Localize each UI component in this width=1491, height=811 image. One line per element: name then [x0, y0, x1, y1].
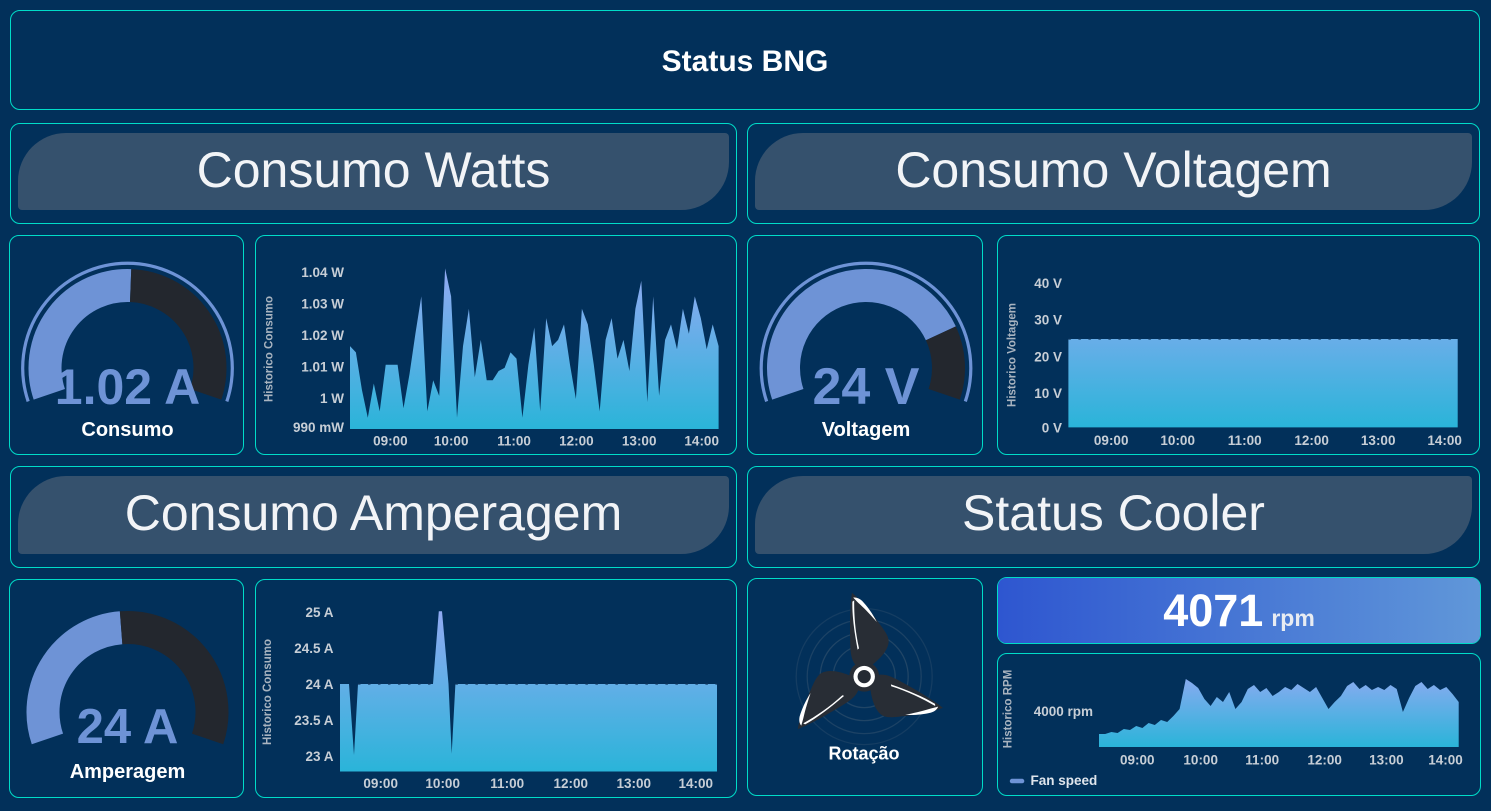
svg-text:12:00: 12:00	[1307, 752, 1342, 767]
svg-text:Consumo: Consumo	[81, 419, 173, 441]
svg-text:10 V: 10 V	[1034, 386, 1062, 401]
svg-text:20 V: 20 V	[1034, 349, 1062, 364]
svg-text:Amperagem: Amperagem	[70, 761, 186, 783]
svg-text:25 A: 25 A	[305, 605, 333, 620]
svg-text:40 V: 40 V	[1034, 276, 1062, 291]
svg-text:10:00: 10:00	[434, 434, 469, 449]
svg-text:Fan speed: Fan speed	[1031, 773, 1098, 788]
svg-text:09:00: 09:00	[363, 776, 398, 791]
svg-text:1.03 W: 1.03 W	[301, 297, 344, 312]
svg-text:12:00: 12:00	[1294, 433, 1329, 448]
svg-text:1.02 A: 1.02 A	[55, 359, 200, 415]
svg-text:09:00: 09:00	[1094, 433, 1129, 448]
svg-text:24.5 A: 24.5 A	[294, 641, 334, 656]
svg-text:13:00: 13:00	[622, 434, 657, 449]
svg-text:Historico Voltagem: Historico Voltagem	[1007, 303, 1019, 407]
svg-text:09:00: 09:00	[373, 434, 408, 449]
svg-text:1.01 W: 1.01 W	[301, 360, 344, 375]
svg-text:11:00: 11:00	[1228, 433, 1262, 448]
svg-text:Historico RPM: Historico RPM	[1003, 670, 1015, 749]
svg-text:30 V: 30 V	[1034, 313, 1062, 328]
svg-text:12:00: 12:00	[554, 776, 589, 791]
svg-text:11:00: 11:00	[490, 776, 524, 791]
svg-text:12:00: 12:00	[559, 434, 594, 449]
svg-text:11:00: 11:00	[497, 434, 531, 449]
svg-text:13:00: 13:00	[1369, 752, 1404, 767]
svg-text:10:00: 10:00	[425, 776, 460, 791]
svg-text:24 A: 24 A	[305, 677, 333, 692]
svg-text:24 A: 24 A	[77, 700, 179, 754]
svg-text:10:00: 10:00	[1160, 433, 1195, 448]
svg-text:11:00: 11:00	[1245, 752, 1279, 767]
svg-text:4000 rpm: 4000 rpm	[1034, 704, 1093, 719]
svg-text:1.04 W: 1.04 W	[301, 265, 344, 280]
svg-text:24 V: 24 V	[813, 358, 920, 416]
svg-text:13:00: 13:00	[1361, 433, 1396, 448]
svg-text:09:00: 09:00	[1120, 752, 1155, 767]
svg-text:990 mW: 990 mW	[293, 420, 344, 435]
svg-text:0 V: 0 V	[1042, 420, 1062, 435]
svg-text:1.02 W: 1.02 W	[301, 328, 344, 343]
svg-text:Historico Consumo: Historico Consumo	[262, 639, 274, 745]
svg-text:Voltagem: Voltagem	[822, 419, 911, 441]
svg-text:13:00: 13:00	[617, 776, 652, 791]
svg-text:23 A: 23 A	[305, 749, 333, 764]
svg-text:23.5 A: 23.5 A	[294, 713, 334, 728]
svg-text:1 W: 1 W	[320, 391, 344, 406]
svg-text:Rotação: Rotação	[828, 744, 899, 764]
svg-text:14:00: 14:00	[1428, 752, 1463, 767]
svg-text:14:00: 14:00	[684, 434, 719, 449]
svg-text:10:00: 10:00	[1183, 752, 1218, 767]
svg-text:14:00: 14:00	[1427, 433, 1462, 448]
svg-text:14:00: 14:00	[679, 776, 714, 791]
svg-text:Historico Consumo: Historico Consumo	[264, 296, 276, 402]
